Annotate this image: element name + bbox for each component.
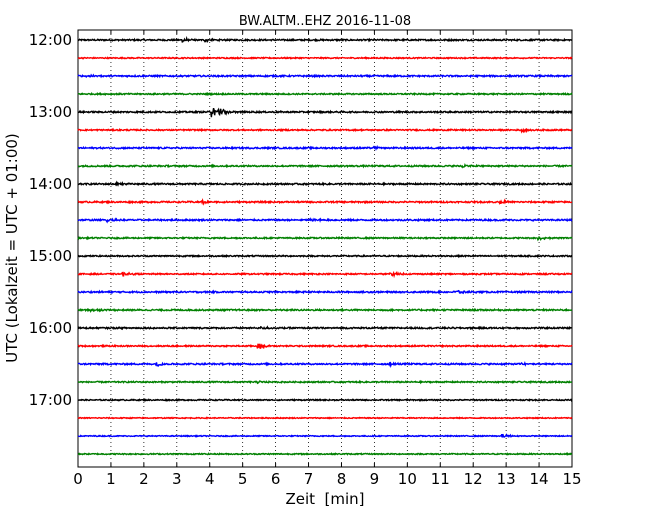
seismic-trace-1230 xyxy=(77,73,573,79)
x-tick-label: 11 xyxy=(431,470,450,488)
seismic-trace-1600 xyxy=(77,325,573,331)
chart-title: BW.ALTM..EHZ 2016-11-08 xyxy=(239,14,411,29)
y-tick-label: 13:00 xyxy=(29,103,72,121)
x-tick-label: 0 xyxy=(73,470,83,488)
y-tick-label: 15:00 xyxy=(29,247,72,265)
y-tick-label: 17:00 xyxy=(29,391,72,409)
seismic-trace-1430 xyxy=(77,217,573,224)
x-tick-label: 7 xyxy=(304,470,314,488)
seismic-trace-1245 xyxy=(77,91,573,97)
y-tick-label: 16:00 xyxy=(29,319,72,337)
x-tick-label: 4 xyxy=(205,470,215,488)
seismic-trace-1400 xyxy=(77,180,573,187)
seismic-trace-1530 xyxy=(77,289,573,295)
trace-group xyxy=(77,35,573,457)
seismic-trace-1315 xyxy=(77,127,573,134)
y-tick-label: 14:00 xyxy=(29,175,72,193)
seismic-trace-1515 xyxy=(77,270,573,279)
seismic-trace-1545 xyxy=(77,307,573,313)
seismic-trace-1615 xyxy=(77,343,573,350)
x-tick-label: 5 xyxy=(238,470,248,488)
axis-ticks: 0 1 2 3 4 5 6 7 8 9 10 11 12 13 14 1512:0013:0014:0015:… xyxy=(29,30,582,488)
seismic-trace-1445 xyxy=(77,235,573,242)
x-tick-label: 3 xyxy=(172,470,182,488)
seismic-trace-1330 xyxy=(77,145,573,152)
x-tick-label: 10 xyxy=(398,470,417,488)
seismic-trace-1500 xyxy=(77,253,573,259)
seismic-trace-1300 xyxy=(77,107,573,118)
seismic-trace-1645 xyxy=(77,379,573,385)
seismic-trace-1730 xyxy=(77,433,573,439)
x-tick-label: 12 xyxy=(464,470,483,488)
x-tick-label: 6 xyxy=(271,470,281,488)
seismic-trace-1345 xyxy=(77,162,573,169)
seismic-trace-1215 xyxy=(77,56,573,60)
seismic-trace-1700 xyxy=(77,398,573,403)
seismic-trace-1745 xyxy=(77,451,573,457)
x-tick-label: 1 xyxy=(106,470,116,488)
seismic-trace-1630 xyxy=(77,360,573,369)
seismic-trace-1415 xyxy=(77,198,573,206)
gridlines xyxy=(110,30,540,467)
x-tick-label: 13 xyxy=(497,470,516,488)
x-tick-label: 14 xyxy=(530,470,549,488)
x-tick-label: 8 xyxy=(337,470,347,488)
plot-area xyxy=(77,29,573,468)
seismic-trace-1715 xyxy=(77,416,573,420)
x-tick-label: 9 xyxy=(370,470,380,488)
seismic-trace-1200 xyxy=(77,35,573,43)
y-tick-label: 12:00 xyxy=(29,31,72,49)
x-tick-label: 2 xyxy=(139,470,149,488)
x-tick-label: 15 xyxy=(562,470,581,488)
x-axis-label: Zeit [min] xyxy=(285,490,364,508)
y-axis-label: UTC (Lokalzeit = UTC + 01:00) xyxy=(3,133,21,363)
